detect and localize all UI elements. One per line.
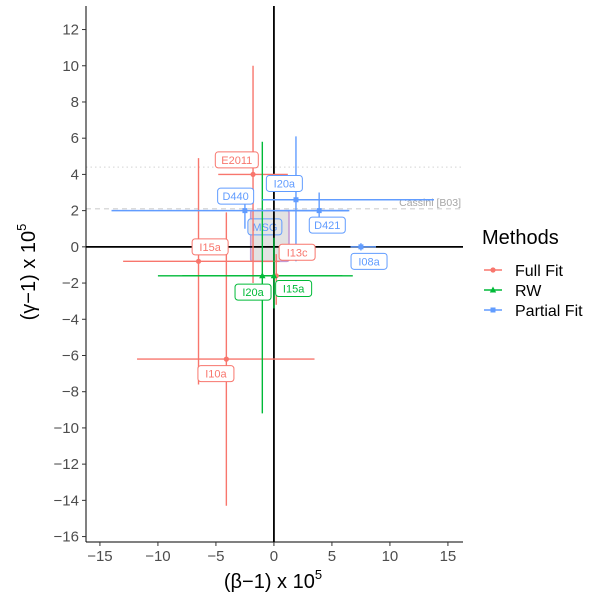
legend-marker	[490, 307, 496, 313]
rw-i20a-label-text: I20a	[242, 287, 264, 299]
full-fit-e2011-label-box	[214, 151, 259, 169]
axes	[85, 6, 463, 543]
full-fit-i10a-label: I10a	[197, 365, 235, 383]
reference-line-label: Cassini [B03]	[399, 197, 461, 209]
partial-fit-i20a-label-box	[265, 174, 303, 192]
x-tick-label: 15	[440, 548, 457, 565]
partial-fit-i08a-point	[358, 244, 364, 250]
partial-fit-d421-label-box	[308, 216, 346, 234]
y-tick-label: −10	[54, 420, 79, 437]
legend-item-full-fit: Full Fit	[484, 263, 564, 280]
full-fit-i10a-label-text: I10a	[205, 369, 227, 381]
x-tick-label: −10	[145, 548, 170, 565]
partial-fit-d440-label-box	[217, 187, 255, 205]
full-fit-i13c-label-box	[278, 243, 316, 261]
full-fit-i15a-label-text: I15a	[199, 242, 221, 254]
legend: Methods Full Fit RW Partial Fit	[482, 227, 583, 320]
y-tick-label: −16	[54, 529, 79, 546]
y-tick-label: 10	[62, 58, 79, 75]
msg-label: MSG	[252, 222, 277, 234]
x-tick-label: −15	[87, 548, 112, 565]
rw-i15a-label: I15a	[275, 279, 313, 297]
partial-fit-i08a-label-text: I08a	[358, 256, 380, 268]
partial-fit-i08a-label-box	[350, 252, 388, 270]
partial-fit-d440-point	[242, 208, 248, 214]
y-tick-label: −2	[62, 275, 79, 292]
y-tick-label: 6	[71, 130, 79, 147]
rw-i15a-label-box	[275, 279, 313, 297]
full-fit-e2011-label: E2011	[214, 151, 259, 169]
partial-fit-i20a-label-text: I20a	[274, 178, 296, 190]
point-labels: E2011 I15a I10a I13c I20a I15a I20a D440 D421 I08…	[191, 151, 388, 383]
y-tick-label: 0	[71, 239, 79, 256]
rw-i15a-point	[270, 272, 278, 279]
x-tick-label: 10	[382, 548, 399, 565]
legend-marker	[490, 267, 496, 273]
rw-i20a-point	[259, 272, 266, 279]
x-tick-label: 5	[328, 548, 336, 565]
y-axis-ticks: −16 −14 −12 −10 −8 −6 −4 −2 0 2 4 6 8 10 12	[54, 22, 86, 546]
legend-item-partial-fit: Partial Fit	[484, 303, 583, 320]
full-fit-i13c-label-text: I13c	[287, 247, 308, 259]
y-tick-label: 8	[71, 94, 79, 111]
partial-fit-i20a-point	[293, 197, 299, 203]
partial-fit-d440-label: D440	[217, 187, 255, 205]
rw-i15a-label-text: I15a	[283, 283, 305, 295]
full-fit-i15a-point	[195, 258, 202, 264]
legend-marker	[489, 286, 497, 293]
legend-item-rw: RW	[484, 283, 542, 300]
full-fit-i15a-label: I15a	[191, 238, 229, 256]
data-points	[195, 171, 364, 362]
partial-fit-d421-point	[316, 208, 322, 214]
legend-label: Partial Fit	[515, 303, 583, 320]
full-fit-e2011-label-text: E2011	[221, 155, 252, 167]
x-axis-title: (β−1) x 105	[224, 567, 322, 593]
legend-title: Methods	[482, 227, 559, 249]
y-tick-label: −8	[62, 384, 79, 401]
full-fit-i10a-point	[223, 356, 229, 362]
legend-label: RW	[515, 283, 542, 300]
full-fit-i10a-label-box	[197, 365, 235, 383]
y-tick-label: −4	[62, 311, 79, 328]
full-fit-e2011-point	[250, 171, 256, 178]
y-tick-label: 4	[71, 166, 79, 183]
partial-fit-i08a-label: I08a	[350, 252, 388, 270]
y-tick-label: 2	[71, 203, 79, 220]
partial-fit-d421-label-text: D421	[314, 220, 340, 232]
partial-fit-d440-label-text: D440	[222, 191, 248, 203]
partial-fit-d421-label: D421	[308, 216, 346, 234]
y-tick-label: −12	[54, 456, 79, 473]
rw-i20a-label: I20a	[234, 283, 272, 301]
y-axis-title: (γ−1) x 105	[14, 224, 40, 321]
rw-i20a-label-box	[234, 283, 272, 301]
x-axis-ticks: −15 −10 −5 0 5 10 15	[87, 542, 456, 565]
y-tick-label: −6	[62, 347, 79, 364]
x-tick-label: −5	[207, 548, 224, 565]
legend-label: Full Fit	[515, 263, 564, 280]
partial-fit-i20a-label: I20a	[265, 174, 303, 192]
full-fit-i15a-label-box	[191, 238, 229, 256]
y-tick-label: −14	[54, 492, 79, 509]
y-tick-label: 12	[62, 22, 79, 39]
error-bars	[111, 65, 434, 506]
x-tick-label: 0	[270, 548, 278, 565]
full-fit-i13c-label: I13c	[278, 243, 316, 261]
